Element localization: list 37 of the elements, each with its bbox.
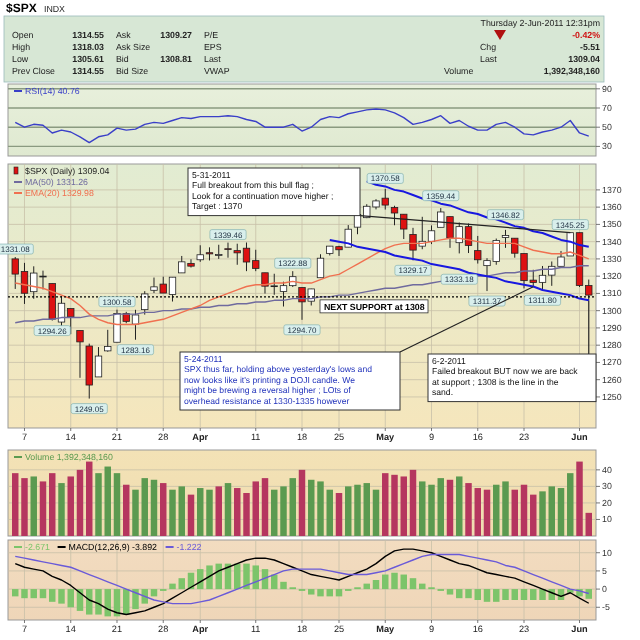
bar — [483, 589, 491, 602]
bar — [39, 481, 47, 536]
bar — [372, 489, 380, 536]
line-series — [14, 108, 590, 144]
bar — [261, 478, 269, 536]
candlestick — [474, 235, 482, 265]
bar — [520, 589, 528, 600]
bar — [160, 483, 167, 536]
candlestick — [427, 224, 436, 245]
bar — [446, 479, 454, 536]
line-series — [14, 553, 590, 605]
bar — [520, 484, 528, 536]
bar — [215, 486, 222, 536]
bar — [76, 469, 84, 536]
bar — [409, 578, 417, 590]
candlestick — [224, 242, 232, 259]
bar — [58, 483, 65, 536]
bar — [456, 476, 463, 536]
bar — [113, 473, 121, 536]
bar — [446, 589, 454, 595]
candlestick — [400, 213, 408, 240]
line-series — [14, 548, 590, 616]
bar — [409, 469, 417, 536]
bar — [30, 476, 37, 536]
bar — [150, 479, 158, 536]
bar — [39, 589, 47, 599]
bar — [483, 489, 491, 536]
candlestick — [390, 205, 399, 226]
bar — [123, 484, 130, 536]
bar — [335, 493, 343, 536]
candlestick — [76, 330, 84, 379]
bar — [224, 483, 232, 536]
bar — [372, 580, 380, 590]
bar — [187, 494, 195, 536]
bar — [298, 469, 306, 536]
candlestick — [316, 253, 325, 279]
candlestick — [104, 329, 112, 353]
